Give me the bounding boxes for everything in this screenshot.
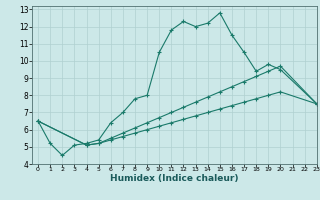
X-axis label: Humidex (Indice chaleur): Humidex (Indice chaleur) bbox=[110, 174, 239, 183]
